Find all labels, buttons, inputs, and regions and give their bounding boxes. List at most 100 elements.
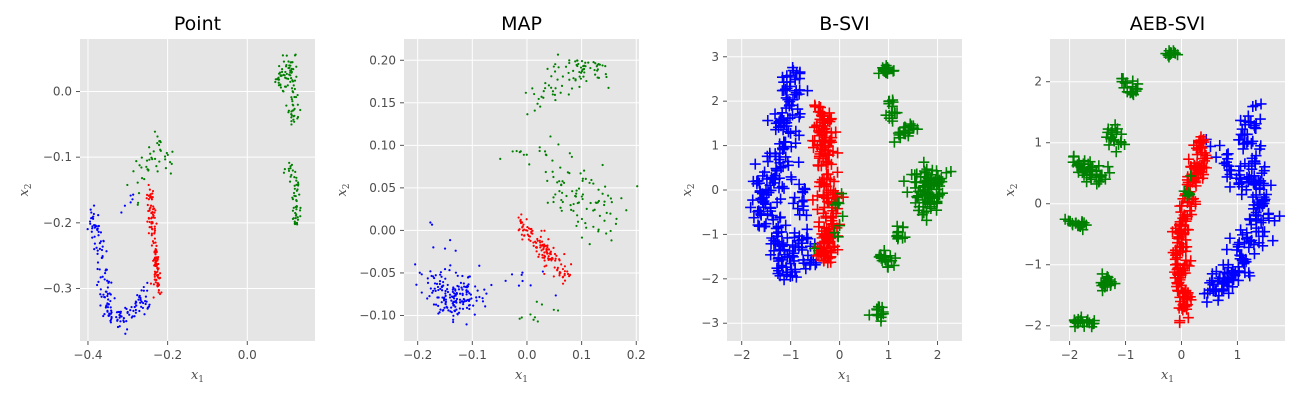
data-point (596, 63, 599, 66)
data-point (148, 303, 151, 306)
data-point (439, 287, 442, 290)
data-point (155, 264, 158, 267)
data-point (103, 295, 106, 299)
data-point (439, 273, 442, 276)
data-point (1212, 294, 1224, 306)
data-point (549, 250, 552, 253)
data-point (155, 222, 158, 225)
data-point (524, 229, 528, 232)
data-point (753, 220, 765, 232)
data-point (564, 65, 568, 68)
data-point (765, 249, 777, 261)
data-point (778, 136, 790, 148)
data-point (554, 87, 557, 90)
data-point (468, 307, 471, 311)
data-point (436, 296, 439, 299)
data-point (793, 156, 805, 168)
data-point (590, 178, 593, 182)
data-point (438, 282, 441, 286)
data-point (1255, 98, 1267, 110)
data-point (521, 238, 524, 241)
data-point (1101, 131, 1113, 143)
data-point (1245, 116, 1257, 128)
data-point (579, 172, 582, 175)
data-point (770, 162, 782, 174)
data-point (153, 275, 156, 278)
data-point (777, 124, 789, 136)
data-point (129, 308, 132, 312)
data-point (448, 296, 452, 299)
data-point (145, 165, 148, 168)
data-point (820, 210, 832, 222)
data-point (153, 250, 156, 253)
data-point (1168, 46, 1180, 58)
data-point (532, 318, 535, 321)
data-point (444, 294, 447, 297)
plot-title: Point (174, 13, 221, 35)
data-point (580, 60, 584, 63)
data-point (1257, 226, 1269, 238)
data-point (752, 219, 764, 231)
data-point (136, 294, 139, 297)
data-point (108, 314, 111, 317)
data-point (824, 137, 836, 149)
data-point (510, 273, 514, 276)
data-point (157, 262, 160, 266)
data-point (451, 290, 454, 293)
y-tick-label: −0.3 (43, 281, 72, 295)
data-point (597, 188, 600, 191)
data-point (1171, 281, 1183, 293)
y-axis-label-subscript: 2 (342, 183, 352, 189)
data-point (432, 303, 436, 306)
data-point (606, 194, 610, 197)
data-point (595, 201, 598, 205)
data-point (1109, 119, 1121, 131)
x-axis-label-subscript: 1 (198, 375, 204, 385)
data-point (1243, 171, 1255, 183)
data-point (293, 79, 297, 82)
data-point (589, 201, 592, 205)
data-point (567, 275, 571, 278)
data-point (99, 304, 102, 307)
data-point (520, 233, 523, 236)
data-point (152, 241, 155, 245)
data-point (1218, 283, 1230, 295)
data-point (293, 176, 296, 179)
data-point (772, 220, 784, 232)
data-point (568, 59, 571, 62)
data-point (293, 222, 296, 225)
data-point (457, 285, 460, 288)
data-point (481, 297, 484, 300)
data-point (572, 209, 575, 212)
data-point (1081, 315, 1093, 327)
data-point (752, 206, 764, 218)
data-point (433, 287, 436, 290)
data-point (152, 150, 155, 153)
y-tick-label: −2 (1024, 319, 1042, 333)
data-point (1254, 143, 1266, 155)
data-point (921, 205, 933, 217)
data-point (747, 194, 759, 206)
data-point (1175, 279, 1187, 291)
data-point (296, 216, 299, 219)
data-point (559, 91, 562, 94)
data-point (1246, 152, 1258, 164)
series-008000 (808, 60, 957, 327)
data-point (99, 231, 103, 234)
data-point (585, 79, 588, 83)
data-point (150, 234, 153, 237)
data-point (1225, 165, 1237, 177)
data-point (1182, 312, 1194, 324)
data-point (570, 155, 573, 158)
data-point (110, 281, 113, 284)
data-point (443, 247, 447, 250)
data-point (455, 291, 458, 295)
data-point (290, 87, 294, 90)
data-point (788, 231, 800, 243)
data-point (452, 320, 455, 324)
data-point (148, 194, 151, 197)
data-point (461, 288, 464, 291)
data-point (559, 166, 562, 169)
data-point (552, 65, 555, 68)
data-point (282, 73, 285, 76)
